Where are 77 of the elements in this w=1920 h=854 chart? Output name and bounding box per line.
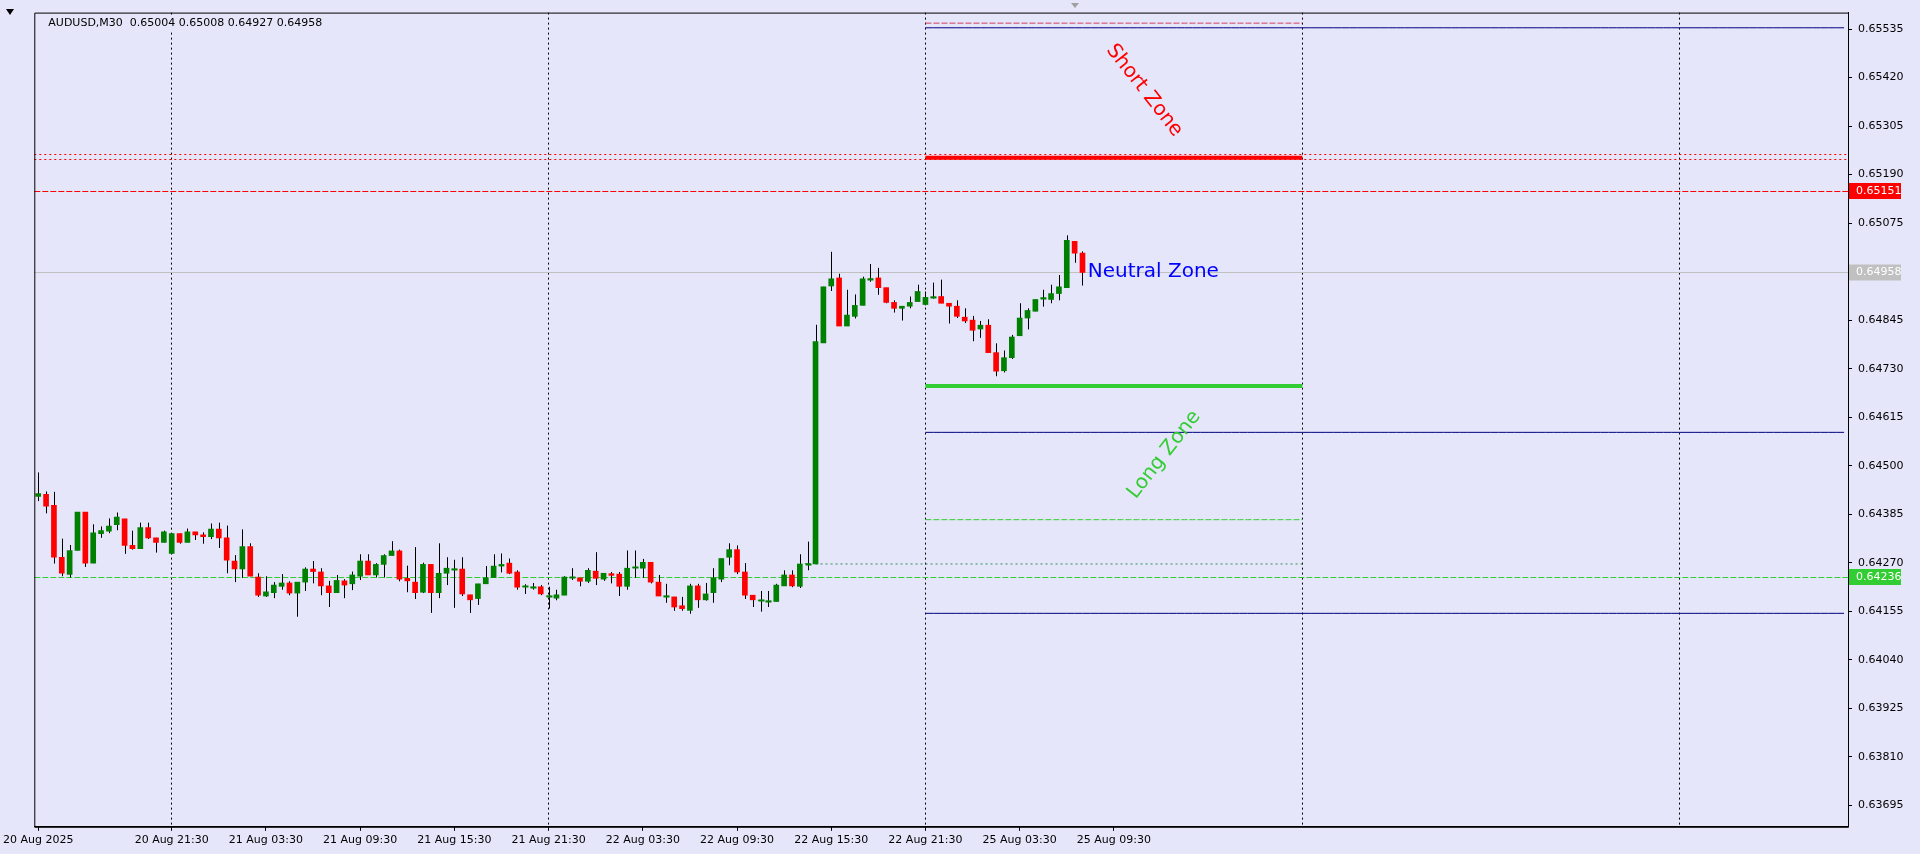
candlestick (325, 580, 332, 608)
candlestick (318, 567, 324, 596)
candlestick (349, 571, 356, 591)
candlestick (624, 549, 630, 591)
candlestick (310, 560, 316, 584)
ref-line-label: 0.64236 (1856, 569, 1902, 583)
x-tick-label: 22 Aug 03:30 (605, 833, 680, 847)
y-tick-label: 0.64845 (1858, 313, 1904, 326)
candlestick (694, 583, 701, 609)
y-tick-label: 0.65535 (1858, 21, 1904, 35)
ref-line-label: 0.64958 (1856, 265, 1902, 279)
y-tick-label: 0.64270 (1858, 555, 1904, 569)
x-tick-label: 25 Aug 03:30 (982, 833, 1057, 847)
candlestick (200, 531, 206, 545)
candlestick (969, 315, 976, 342)
candlestick (844, 289, 850, 327)
y-tick-label: 0.63810 (1858, 749, 1904, 763)
candlestick (223, 525, 230, 574)
y-tick-label: 0.64730 (1858, 361, 1904, 375)
y-tick-label: 0.64155 (1858, 604, 1904, 618)
candlestick (1016, 302, 1023, 337)
candlestick (443, 556, 450, 586)
candlestick (412, 546, 418, 600)
candlestick (797, 553, 803, 589)
y-tick-label: 0.63695 (1858, 798, 1904, 812)
y-tick-label: 0.63925 (1858, 701, 1904, 715)
candlestick (137, 522, 144, 550)
candlestick (263, 575, 269, 598)
x-tick-label: 22 Aug 15:30 (794, 833, 869, 847)
candlestick (804, 541, 813, 571)
candlestick (1001, 350, 1007, 373)
candlestick (938, 279, 944, 304)
y-tick-label: 0.65075 (1858, 215, 1904, 229)
candlestick (404, 565, 411, 593)
candlestick (993, 342, 999, 377)
candlestick (43, 490, 49, 514)
ref-line-label: 0.65151 (1856, 183, 1902, 197)
x-tick-label: 22 Aug 21:30 (888, 833, 963, 847)
candlestick (475, 583, 481, 606)
x-tick-label: 21 Aug 03:30 (228, 833, 304, 847)
candlestick (616, 571, 623, 597)
candlestick (828, 251, 835, 292)
x-tick-label: 21 Aug 21:30 (511, 833, 586, 847)
candlestick (718, 557, 725, 583)
candlestick (742, 562, 748, 600)
candlestick (734, 544, 740, 575)
x-tick-label: 25 Aug 09:30 (1076, 833, 1151, 847)
candlestick (1056, 274, 1062, 301)
candlestick (1008, 334, 1015, 360)
y-tick-label: 0.65190 (1858, 167, 1904, 181)
chart-title: AUDUSD,M30 0.65004 0.65008 0.64927 0.64958 (48, 16, 323, 30)
candlestick (380, 553, 387, 578)
candlestick (726, 542, 732, 566)
y-tick-label: 0.64385 (1858, 507, 1904, 521)
candlestick (467, 594, 473, 614)
candlestick (365, 553, 371, 576)
x-tick-label: 21 Aug 09:30 (323, 833, 398, 847)
y-tick-label: 0.65420 (1858, 70, 1904, 84)
candlestick (302, 566, 309, 592)
candlestick (561, 575, 568, 596)
candlestick (357, 553, 363, 581)
y-tick-label: 0.65305 (1858, 118, 1904, 132)
y-tick-label: 0.64500 (1858, 458, 1904, 472)
x-tick-label: 20 Aug 21:30 (134, 833, 209, 847)
x-tick-label: 22 Aug 09:30 (699, 833, 775, 847)
candlestick (946, 302, 952, 325)
annotation: Neutral Zone (1087, 257, 1219, 282)
candlestick (58, 538, 65, 577)
candlestick (851, 293, 858, 319)
candlestick (592, 551, 599, 586)
candlestick (215, 522, 222, 549)
candlestick (255, 572, 261, 598)
y-tick-label: 0.64040 (1858, 652, 1904, 666)
x-tick-label: 21 Aug 15:30 (417, 833, 492, 847)
x-tick-label: 20 Aug 2025 (3, 833, 74, 847)
y-tick-label: 0.64615 (1858, 410, 1904, 424)
candlestick (514, 569, 521, 591)
